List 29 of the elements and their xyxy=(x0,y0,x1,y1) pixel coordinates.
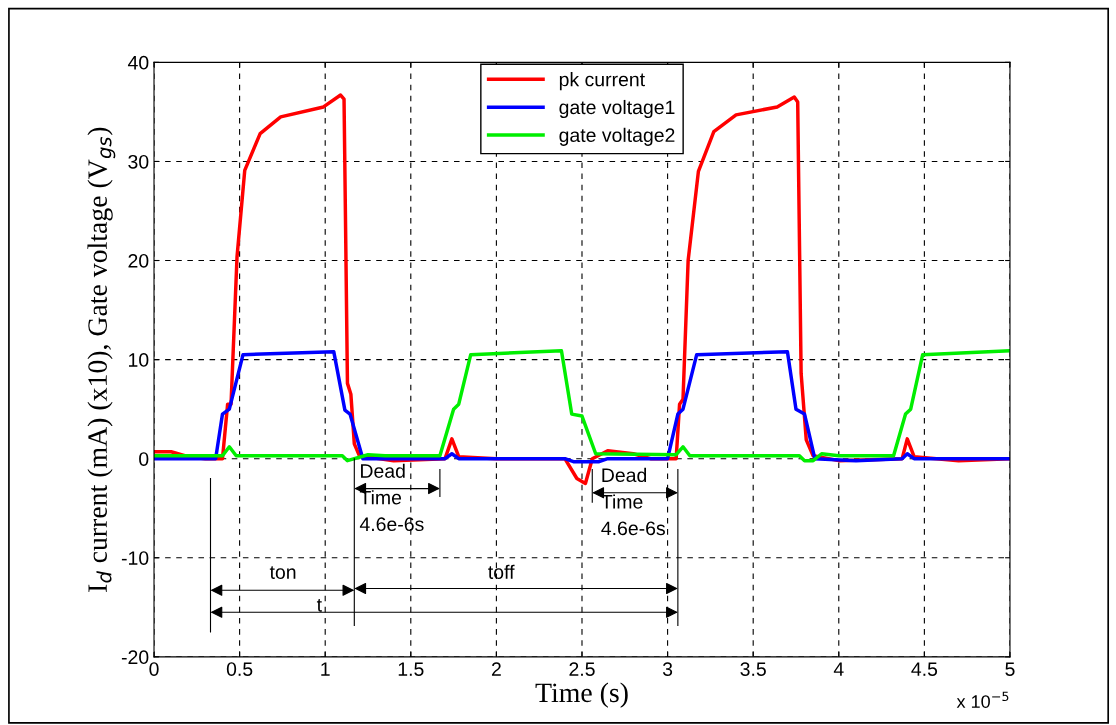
x-tick-label: 2 xyxy=(491,662,501,676)
x-tick-label: 3 xyxy=(662,662,673,676)
annotation: t xyxy=(316,598,322,612)
x-tick-label: 0 xyxy=(149,662,159,676)
y-tick-label: 30 xyxy=(128,154,149,169)
legend-label: gate voltage2 xyxy=(559,127,675,146)
y-tick-label: 10 xyxy=(129,353,149,367)
y-tick-label: 20 xyxy=(128,253,149,268)
legend-label: pk current xyxy=(559,72,645,91)
annotation: Dead Time 4.6e-6s xyxy=(601,467,665,536)
x-tick-label: 1.5 xyxy=(398,662,424,676)
x-tick-label: 0.5 xyxy=(226,662,253,676)
x-axis-title: Time (s) xyxy=(535,682,628,708)
y-tick-label: -20 xyxy=(121,650,149,665)
y-tick-label: 0 xyxy=(139,452,149,466)
annotation: Dead Time 4.6e-6s xyxy=(359,463,424,532)
annotation: toff xyxy=(488,564,515,579)
x-tick-label: 3.5 xyxy=(740,662,766,676)
x-tick-label: 5 xyxy=(1005,662,1015,676)
legend-label: gate voltage1 xyxy=(559,99,675,119)
text: x 10$^{−5}$ xyxy=(956,691,1009,708)
x-tick-label: 2.5 xyxy=(569,662,595,676)
y-axis-title: I$_{d}$ current (mA) (x10), Gate voltage (V$_{gs}$) xyxy=(87,127,116,592)
x-tick-label: 1 xyxy=(321,662,330,676)
y-tick-label: -10 xyxy=(121,551,149,565)
y-tick-label: 40 xyxy=(127,55,149,70)
x-tick-label: 4 xyxy=(833,662,844,676)
annotation: ton xyxy=(269,566,296,579)
x-tick-label: 4.5 xyxy=(911,662,938,676)
